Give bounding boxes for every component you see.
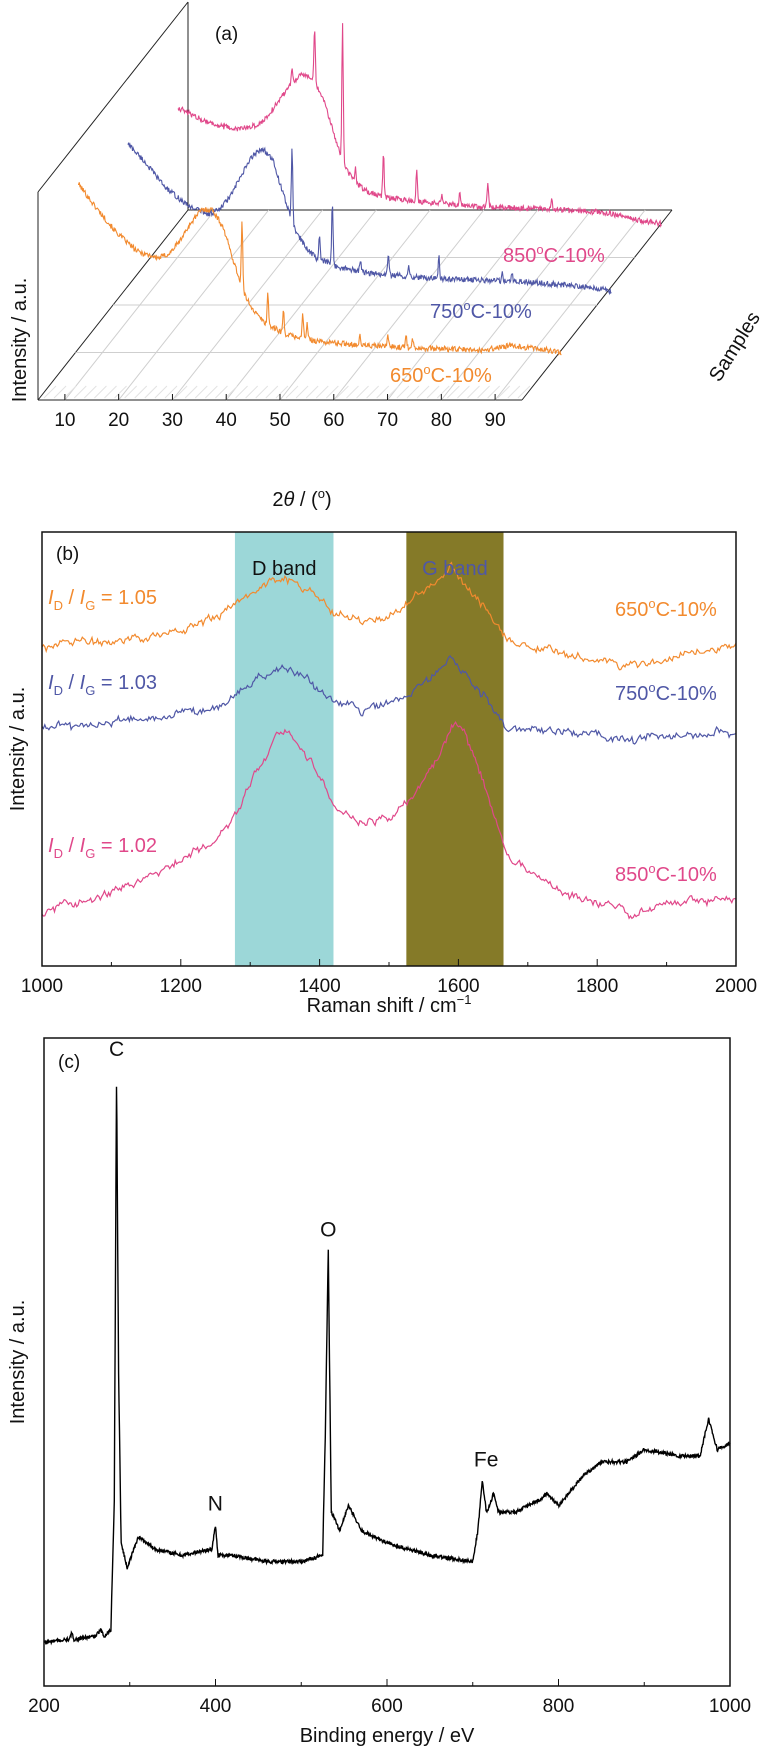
g-band-label: G band (422, 558, 488, 580)
xrd-floor-grid (43, 209, 646, 401)
raman-ratio-label-850-c-10: ID / IG = 1.02 (48, 835, 157, 861)
raman-annotations: D band G band 650oC-10% ID / IG = 1.05 750oC… (48, 558, 717, 886)
raman-x-tick-label: 2000 (715, 976, 757, 997)
raman-x-tick-label: 1200 (160, 976, 202, 997)
raman-x-tick-label: 1800 (576, 976, 618, 997)
xrd-x-tick-label: 60 (323, 410, 344, 431)
xrd-x-tick-label: 50 (269, 410, 290, 431)
xps-chart: 200 400 600 800 1000 C N O Fe (c) Binding energ… (7, 1037, 751, 1747)
panel-c-label: (c) (58, 1052, 80, 1073)
xps-peak-labels: C N O Fe (109, 1038, 498, 1515)
xrd-x-tick-label: 70 (377, 410, 398, 431)
raman-series-group (41, 561, 737, 920)
xrd-series-850-c-10 (177, 23, 662, 228)
raman-x-tick-label: 1000 (21, 976, 63, 997)
raman-bands (234, 532, 504, 966)
panel-a-label: (a) (215, 24, 238, 45)
xrd-series-label-650-c-10: 650oC-10% (390, 362, 492, 387)
xrd-x-tick-label: 80 (431, 410, 452, 431)
raman-y-axis-label: Intensity / a.u. (7, 687, 29, 812)
xrd-series-label-850-c-10: 850oC-10% (503, 242, 605, 267)
xps-survey-series (43, 1086, 731, 1646)
raman-ratio-label-750-c-10: ID / IG = 1.03 (48, 672, 157, 698)
raman-x-ticks: 1000 1200 1400 1600 1800 2000 (21, 959, 757, 997)
xps-peak-label-o: O (320, 1219, 336, 1242)
xrd-x-axis-label: 2θ / (o) (272, 486, 331, 511)
xrd-x-tick-label: 10 (54, 410, 75, 431)
xrd-x-ticks: 10 20 30 40 50 60 70 80 90 (54, 394, 506, 431)
raman-x-tick-label: 1600 (437, 976, 479, 997)
xps-series-group (43, 1086, 731, 1646)
xrd-x-tick-label: 20 (108, 410, 129, 431)
xps-peak-label-c: C (109, 1038, 124, 1061)
d-band-label: D band (252, 558, 317, 580)
xrd-series-group (78, 23, 662, 356)
xrd-3d-frame (37, 1, 673, 401)
raman-series-label-750-c-10: 750oC-10% (615, 680, 717, 705)
raman-series-label-850-c-10: 850oC-10% (615, 861, 717, 886)
xps-x-tick-label: 400 (200, 1696, 232, 1717)
xrd-series-label-750-c-10: 750oC-10% (430, 298, 532, 323)
xrd-series-labels: 850oC-10% 750oC-10% 650oC-10% (390, 242, 605, 387)
xps-peak-label-n: N (208, 1492, 223, 1515)
raman-x-axis-label: Raman shift / cm−1 (307, 992, 472, 1017)
raman-series-750-c-10 (41, 654, 737, 745)
panel-b-label: (b) (56, 544, 79, 565)
xrd-z-axis-label: Samples (705, 308, 765, 386)
xps-x-tick-label: 600 (371, 1696, 403, 1717)
xrd-y-axis-label: Intensity / a.u. (9, 278, 31, 403)
xps-peak-label-fe: Fe (474, 1449, 499, 1472)
raman-ratio-label-650-c-10: ID / IG = 1.05 (48, 587, 157, 613)
xrd-x-tick-label: 30 (162, 410, 183, 431)
xps-x-tick-label: 800 (543, 1696, 575, 1717)
xps-plot-frame (43, 1037, 731, 1687)
xps-y-axis-label: Intensity / a.u. (7, 1300, 29, 1425)
xps-x-tick-label: 200 (28, 1696, 60, 1717)
raman-series-650-c-10 (41, 561, 737, 671)
raman-x-tick-label: 1400 (298, 976, 340, 997)
xrd-series-650-c-10 (78, 182, 562, 356)
xrd-x-tick-label: 40 (216, 410, 237, 431)
xps-x-ticks: 200 400 600 800 1000 (28, 1679, 751, 1717)
g-band-region (406, 532, 504, 966)
xrd-x-tick-label: 90 (485, 410, 506, 431)
xrd-waterfall-chart: 10 20 30 40 50 60 70 80 90 850oC-10% 750oC-10% 650… (9, 1, 765, 511)
d-band-region (234, 532, 334, 966)
xps-x-axis-label: Binding energy / eV (300, 1725, 475, 1747)
raman-chart: 1000 1200 1400 1600 1800 2000 D band G band 650… (7, 531, 757, 1017)
xps-x-tick-label: 1000 (709, 1696, 751, 1717)
raman-series-label-650-c-10: 650oC-10% (615, 596, 717, 621)
raman-series-850-c-10 (41, 721, 737, 920)
